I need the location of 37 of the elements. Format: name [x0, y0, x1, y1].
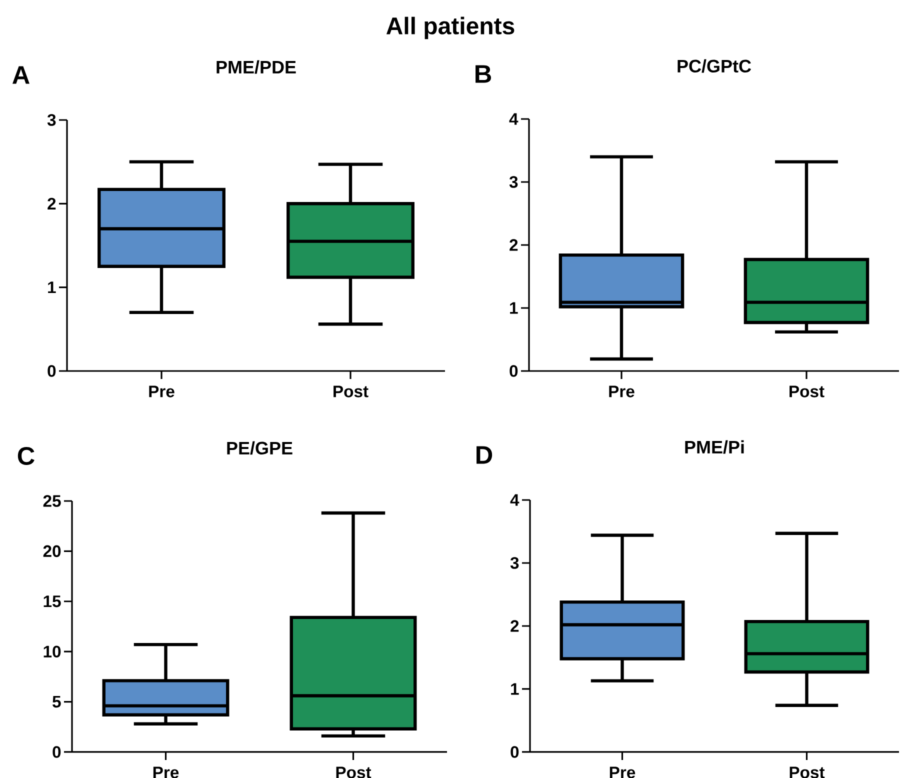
x-tick-label: Pre [609, 386, 634, 398]
y-tick-label: 1 [48, 282, 56, 294]
y-tick-label: 0 [48, 365, 56, 377]
y-tick-label: 3 [509, 176, 518, 188]
x-tick-label: Post [790, 766, 825, 778]
y-tick-label: 2 [48, 198, 56, 210]
y-tick-label: 1 [510, 302, 518, 314]
text: B [476, 65, 491, 83]
y-tick-label: 25 [43, 495, 61, 507]
text: C [18, 447, 34, 465]
y-tick-label: 1 [511, 683, 519, 695]
text: All patients [386, 16, 514, 40]
x-tick-label: Pre [610, 766, 636, 778]
y-tick-label: 2 [510, 239, 518, 251]
y-tick-label: 5 [52, 696, 61, 708]
x-tick-label: Post [334, 386, 368, 398]
y-tick-label: 2 [510, 620, 519, 632]
y-tick-label: 0 [510, 365, 518, 377]
y-tick-label: 4 [510, 494, 520, 506]
chart-title: PME/Pi [685, 440, 744, 454]
x-tick-label: Pre [149, 386, 174, 398]
y-tick-label: 0 [52, 746, 61, 758]
y-tick-label: 3 [47, 114, 56, 126]
y-tick-label: 10 [44, 646, 61, 658]
chart-title: PC/GPtC [678, 59, 752, 73]
x-tick-label: Pre [153, 766, 179, 778]
y-tick-label: 0 [510, 746, 519, 758]
y-tick-label: 15 [44, 596, 61, 608]
text: A [12, 66, 30, 84]
chart-title: PE/GPE [227, 441, 292, 455]
y-tick-label: 3 [510, 557, 519, 569]
x-tick-label: Post [336, 766, 372, 778]
text: D [476, 446, 492, 464]
y-tick-label: 20 [43, 545, 61, 558]
chart-title: PME/PDE [216, 60, 296, 74]
y-tick-label: 4 [509, 113, 518, 125]
x-tick-label: Post [790, 386, 824, 398]
